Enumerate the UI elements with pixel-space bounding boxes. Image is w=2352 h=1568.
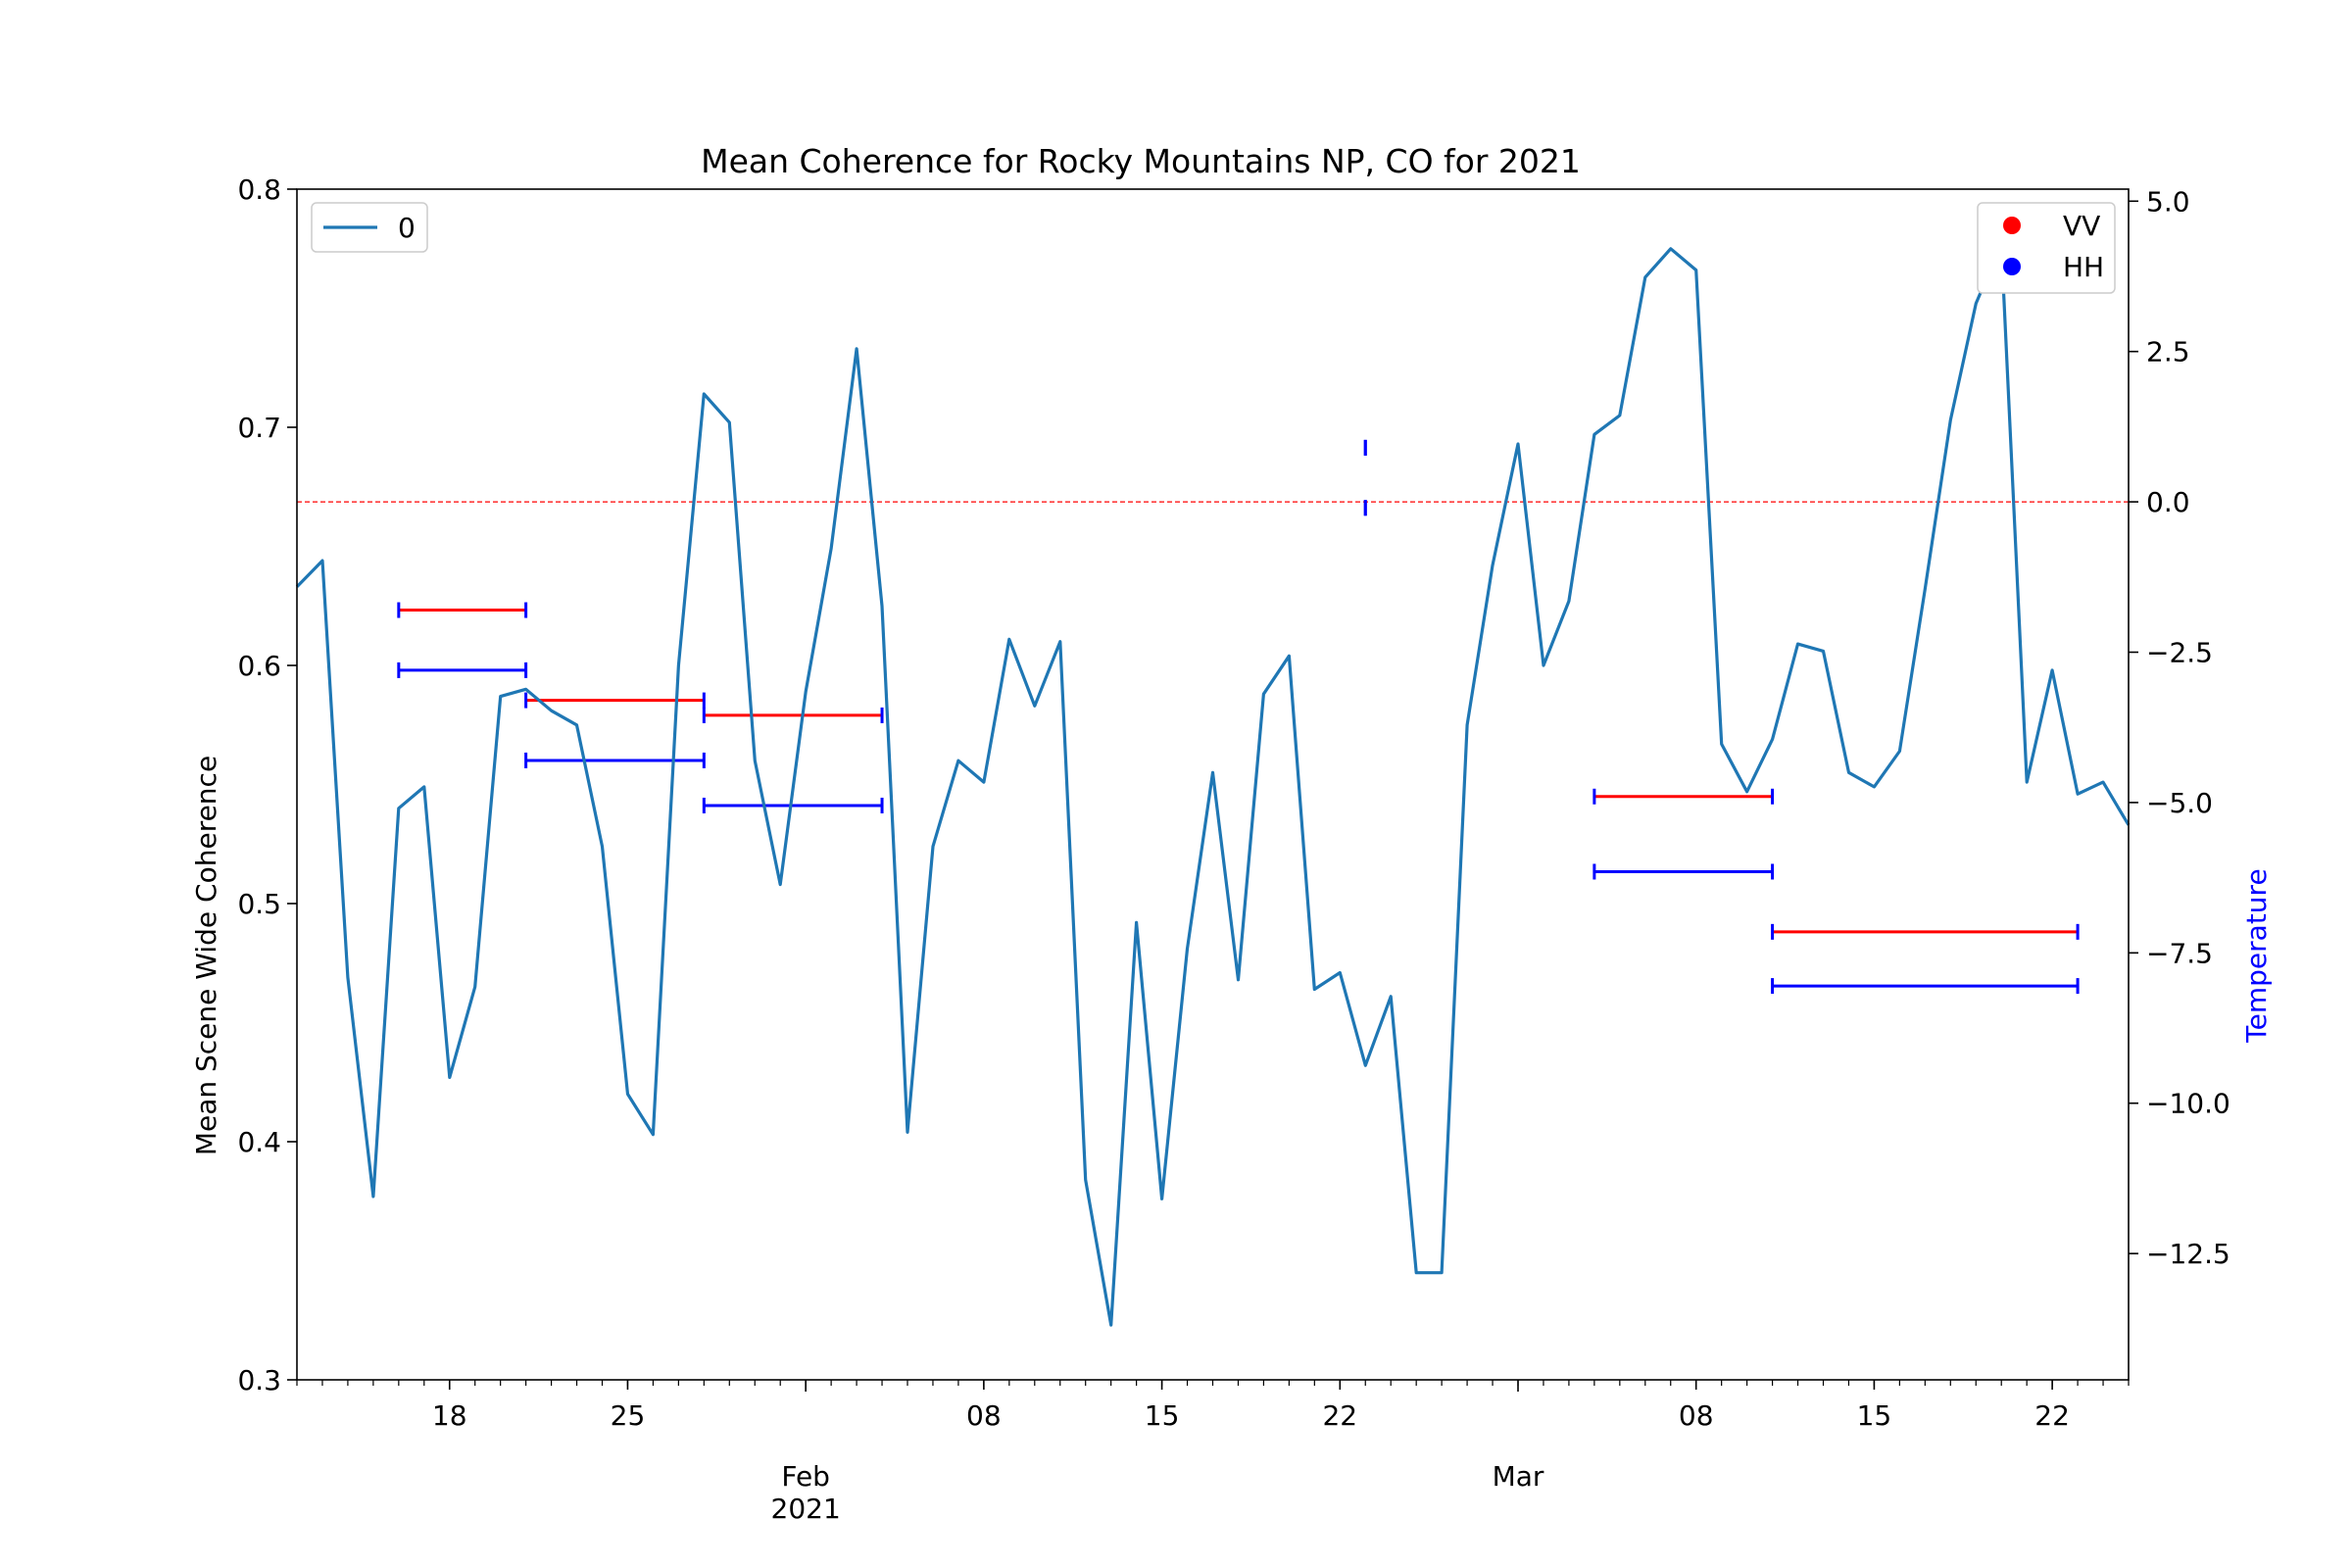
plot-area: [295, 242, 2131, 1327]
legend-marker-hh: [2003, 258, 2021, 275]
y-right-tick-label: −12.5: [2146, 1238, 2230, 1270]
y-left-tick-label: 0.3: [237, 1364, 281, 1396]
x-week-tick-label: 22: [1322, 1399, 1357, 1432]
x-week-tick-label: 15: [1857, 1399, 1892, 1432]
y-left-tick-label: 0.8: [237, 173, 281, 206]
x-week-tick-label: 25: [611, 1399, 646, 1432]
legend-label: VV: [2063, 210, 2100, 242]
x-month-tick-label: Mar: [1493, 1460, 1544, 1493]
x-week-tick-label: 08: [1679, 1399, 1714, 1432]
x-week-tick-label: 15: [1145, 1399, 1180, 1432]
legend-polarization: VV HH: [1977, 202, 2116, 294]
y-left-tick-label: 0.6: [237, 650, 281, 682]
y-axis-left-label: Mean Scene Wide Coherence: [190, 756, 222, 1155]
temperature-range-vv: [1592, 788, 1775, 805]
temperature-range-hh: [1771, 978, 2080, 995]
temperature-range-vv: [397, 602, 528, 618]
y-right-tick-label: 2.5: [2146, 336, 2190, 368]
legend-label: 0: [398, 212, 416, 244]
y-right-tick-label: 5.0: [2146, 185, 2190, 218]
temperature-range-hh: [524, 752, 706, 768]
temperature-range-vv: [524, 692, 706, 709]
legend-marker-vv: [2003, 217, 2021, 234]
y-right-tick-label: −5.0: [2146, 787, 2213, 819]
x-week-tick-label: 08: [966, 1399, 1002, 1432]
x-year-label: 2021: [771, 1493, 841, 1525]
x-week-tick-label: 18: [432, 1399, 467, 1432]
temperature-range-vv: [702, 707, 884, 723]
chart-title: Mean Coherence for Rocky Mountains NP, C…: [701, 142, 1581, 180]
y-right-tick-label: −10.0: [2146, 1088, 2230, 1120]
y-right-tick-label: 0.0: [2146, 486, 2190, 518]
legend-label: HH: [2063, 251, 2104, 283]
temperature-range-vv: [1771, 923, 2080, 940]
y-axis-right-label: Temperature: [2240, 868, 2273, 1043]
temperature-range-hh: [397, 662, 528, 678]
y-left-tick-label: 0.4: [237, 1126, 281, 1158]
x-month-tick-label: Feb: [781, 1460, 830, 1493]
legend-series: 0: [311, 202, 428, 253]
x-week-tick-label: 22: [2034, 1399, 2070, 1432]
temperature-range-hh: [702, 797, 884, 813]
y-right-tick-label: −2.5: [2146, 637, 2213, 669]
axes: 0.3 0.4 0.5 0.6 0.7 0.8 5.0 2.5 0.0 −2.5 −5.0 −7.5 −…: [237, 173, 2230, 1525]
temperature-range-hh: [1592, 863, 1775, 880]
y-left-tick-label: 0.7: [237, 412, 281, 444]
y-left-tick-label: 0.5: [237, 888, 281, 920]
series-line-0: [295, 242, 2131, 1327]
y-right-tick-label: −7.5: [2146, 937, 2213, 969]
